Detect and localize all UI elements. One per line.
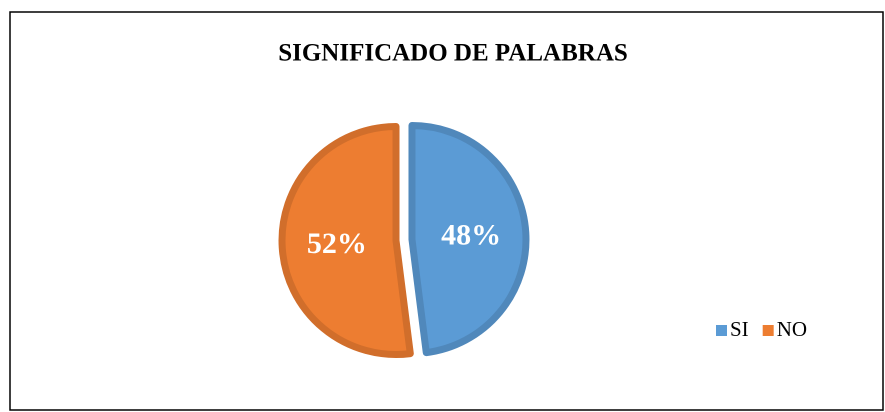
data-label: 48% <box>441 219 501 252</box>
pie-slice <box>278 123 414 358</box>
chart-title: SIGNIFICADO DE PALABRAS <box>278 40 628 67</box>
legend-label: SI <box>730 317 749 341</box>
data-label: 52% <box>307 227 367 260</box>
legend-label: NO <box>777 317 807 341</box>
legend-swatch <box>762 325 774 336</box>
legend-swatch <box>716 325 727 336</box>
pie-slice <box>408 121 530 357</box>
